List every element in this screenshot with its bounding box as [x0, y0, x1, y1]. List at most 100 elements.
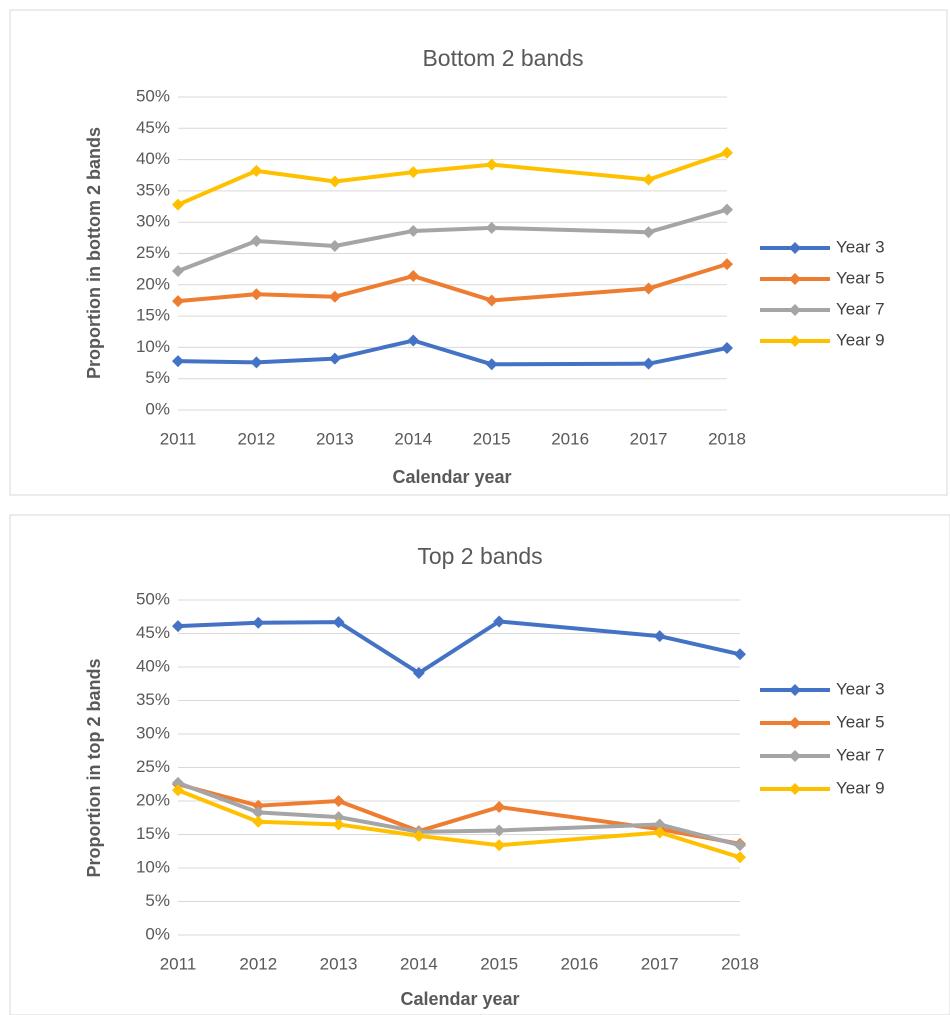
y-tick-label: 35% — [136, 690, 170, 709]
marker — [412, 667, 425, 680]
marker — [642, 226, 655, 239]
legend-marker — [789, 304, 801, 316]
x-axis-label: Calendar year — [392, 467, 511, 487]
marker — [252, 806, 265, 819]
marker — [172, 198, 184, 211]
x-tick-label: 2011 — [160, 429, 197, 448]
marker — [642, 282, 655, 295]
marker — [250, 164, 263, 177]
marker — [734, 851, 746, 864]
legend-label: Year 5 — [836, 712, 885, 731]
chart: 0% 5% 10% 15% 20% 25% 30% 35% 40% 45% 50% 2011 2012 2… — [9, 9, 948, 496]
chart-frame — [9, 514, 950, 1015]
x-tick-label: 2016 — [561, 954, 599, 973]
marker — [493, 824, 506, 837]
marker — [332, 795, 345, 807]
y-tick-label: 10% — [136, 857, 170, 876]
marker — [721, 342, 733, 355]
marker — [653, 826, 666, 839]
marker — [328, 290, 341, 303]
y-tick-label: 50% — [136, 589, 170, 608]
legend-marker — [789, 717, 801, 729]
marker — [493, 801, 506, 814]
y-tick-label: 30% — [136, 723, 170, 742]
marker — [407, 270, 420, 283]
y-tick-label: 0% — [145, 924, 170, 943]
marker — [485, 158, 498, 171]
legend-label: Year 3 — [836, 679, 885, 698]
marker — [485, 221, 498, 234]
marker — [252, 616, 265, 629]
marker — [642, 357, 655, 370]
y-axis-label: Proportion in top 2 bands — [84, 659, 104, 878]
marker — [653, 630, 666, 643]
marker — [328, 175, 341, 188]
y-tick-label: 15% — [136, 306, 170, 325]
marker — [328, 352, 341, 365]
y-tick-label: 25% — [136, 757, 170, 776]
marker — [407, 224, 420, 237]
x-tick-label: 2016 — [551, 429, 589, 448]
marker — [252, 799, 265, 812]
x-tick-label: 2018 — [721, 954, 759, 973]
marker — [721, 258, 733, 271]
marker — [493, 615, 506, 628]
x-axis-label: Calendar year — [400, 989, 519, 1009]
y-tick-label: 20% — [136, 790, 170, 809]
marker — [407, 166, 420, 179]
x-tick-label: 2013 — [320, 954, 358, 973]
legend-marker — [789, 750, 801, 762]
y-tick-label: 45% — [136, 623, 170, 642]
marker — [721, 203, 733, 216]
x-tick-label: 2014 — [394, 429, 432, 448]
legend-label: Year 7 — [836, 299, 885, 318]
marker — [485, 358, 498, 371]
y-tick-label: 0% — [145, 399, 170, 418]
marker — [172, 620, 184, 633]
y-tick-label: 15% — [136, 824, 170, 843]
marker — [653, 818, 666, 831]
marker — [412, 829, 425, 842]
x-tick-label: 2014 — [400, 954, 438, 973]
legend-marker — [789, 684, 801, 696]
y-tick-label: 35% — [136, 180, 170, 199]
chart-frame — [9, 9, 948, 496]
y-tick-label: 50% — [136, 86, 170, 105]
legend-marker — [789, 273, 801, 285]
x-tick-label: 2018 — [708, 429, 746, 448]
marker — [252, 815, 265, 828]
marker — [250, 356, 263, 369]
marker — [734, 648, 746, 661]
legend-label: Year 5 — [836, 268, 885, 287]
y-tick-label: 5% — [145, 891, 170, 910]
marker — [485, 294, 498, 307]
marker — [250, 288, 263, 301]
marker — [172, 776, 184, 789]
y-tick-label: 10% — [136, 337, 170, 356]
chart: 0% 5% 10% 15% 20% 25% 30% 35% 40% 45% 50% 2011 2012 2… — [9, 514, 950, 1015]
marker — [172, 355, 184, 368]
marker — [250, 234, 263, 247]
legend-label: Year 9 — [836, 330, 885, 349]
y-tick-label: 40% — [136, 149, 170, 168]
y-tick-label: 30% — [136, 212, 170, 231]
chart-title: Top 2 bands — [417, 543, 542, 569]
marker — [642, 173, 655, 186]
marker — [328, 239, 341, 252]
x-tick-label: 2012 — [238, 429, 276, 448]
legend-label: Year 9 — [836, 778, 885, 797]
marker — [172, 295, 184, 308]
y-tick-label: 40% — [136, 656, 170, 675]
legend-label: Year 3 — [836, 237, 885, 256]
legend-label: Year 7 — [836, 745, 885, 764]
marker — [332, 616, 345, 629]
x-tick-label: 2015 — [480, 954, 518, 973]
x-tick-label: 2015 — [473, 429, 511, 448]
y-tick-label: 5% — [145, 368, 170, 387]
legend-marker — [789, 783, 801, 795]
y-tick-label: 20% — [136, 274, 170, 293]
x-tick-label: 2011 — [160, 954, 197, 973]
marker — [407, 334, 420, 347]
chart-title: Bottom 2 bands — [422, 45, 583, 71]
